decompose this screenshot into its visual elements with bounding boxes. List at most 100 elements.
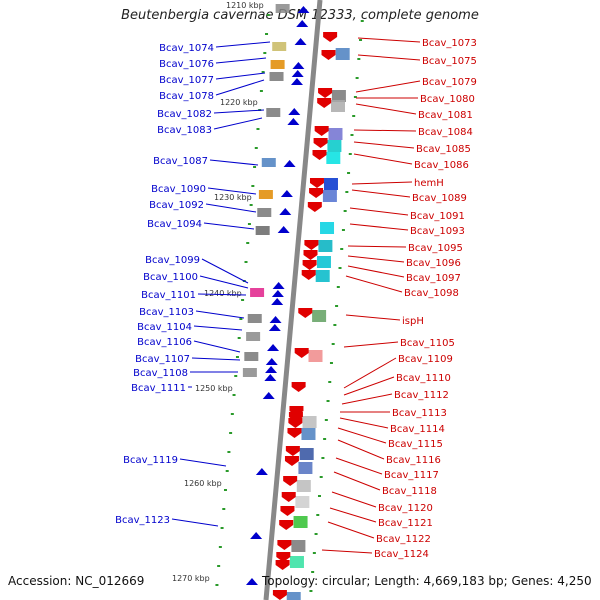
tick-mark xyxy=(311,571,315,573)
gene-label[interactable]: Bcav_1097 xyxy=(406,273,461,284)
gene-label[interactable]: Bcav_1112 xyxy=(394,390,449,401)
leader-line xyxy=(353,129,417,132)
gene-label[interactable]: Bcav_1121 xyxy=(378,518,433,529)
tick-mark xyxy=(350,134,354,136)
gene-label[interactable]: Bcav_1114 xyxy=(390,424,445,435)
strand-arrow xyxy=(294,348,309,358)
strand-arrow xyxy=(285,446,300,456)
gene-label[interactable]: Bcav_1110 xyxy=(396,373,451,384)
gene-label[interactable]: Bcav_1073 xyxy=(422,38,477,49)
gene-label[interactable]: Bcav_1113 xyxy=(392,408,447,419)
gene-label[interactable]: Bcav_1108 xyxy=(133,368,188,379)
gene-label[interactable]: Bcav_1094 xyxy=(147,219,202,230)
strand-arrow xyxy=(297,6,310,13)
tick-mark xyxy=(246,242,250,244)
tick-mark xyxy=(254,147,258,149)
gene-label[interactable]: Bcav_1092 xyxy=(149,200,204,211)
tick-mark xyxy=(352,115,356,117)
tick-mark xyxy=(265,33,269,35)
leader-line xyxy=(335,457,383,475)
gene-label[interactable]: Bcav_1103 xyxy=(139,307,194,318)
leader-line xyxy=(215,72,266,80)
gene-label[interactable]: Bcav_1077 xyxy=(159,75,214,86)
feature-block xyxy=(320,222,335,234)
gene-label[interactable]: Bcav_1123 xyxy=(115,515,170,526)
strand-arrow xyxy=(271,290,284,297)
backbone xyxy=(263,0,323,600)
leader-line xyxy=(171,518,219,527)
tick-mark xyxy=(253,166,257,168)
gene-label[interactable]: Bcav_1093 xyxy=(410,226,465,237)
gene-label[interactable]: Bcav_1116 xyxy=(386,455,441,466)
kbp-label: 1270 kbp xyxy=(172,574,210,583)
gene-label[interactable]: Bcav_1074 xyxy=(159,43,214,54)
leader-line xyxy=(355,80,421,93)
gene-label[interactable]: Bcav_1105 xyxy=(400,338,455,349)
leader-line xyxy=(339,417,389,429)
gene-label[interactable]: Bcav_1087 xyxy=(153,156,208,167)
gene-label[interactable]: Bcav_1099 xyxy=(145,255,200,266)
gene-label[interactable]: Bcav_1091 xyxy=(410,211,465,222)
leader-line xyxy=(349,223,409,231)
gene-label[interactable]: Bcav_1118 xyxy=(382,486,437,497)
gene-label[interactable]: hemH xyxy=(414,178,444,189)
feature-block xyxy=(312,310,327,322)
feature-block xyxy=(291,540,306,552)
strand-arrow xyxy=(317,98,332,108)
gene-label[interactable]: Bcav_1109 xyxy=(398,354,453,365)
strand-arrow xyxy=(323,32,338,42)
gene-label[interactable]: Bcav_1096 xyxy=(406,258,461,269)
feature-block xyxy=(270,60,285,69)
gene-label[interactable]: Bcav_1075 xyxy=(422,56,477,67)
gene-label[interactable]: Bcav_1122 xyxy=(376,534,431,545)
gene-label[interactable]: Bcav_1080 xyxy=(420,94,475,105)
gene-label[interactable]: Bcav_1111 xyxy=(131,383,186,394)
gene-label[interactable]: Bcav_1089 xyxy=(412,193,467,204)
strand-arrow xyxy=(301,270,316,280)
gene-label[interactable]: Bcav_1076 xyxy=(159,59,214,70)
gene-label[interactable]: Bcav_1106 xyxy=(137,337,192,348)
gene-label[interactable]: Bcav_1104 xyxy=(137,322,192,333)
gene-label[interactable]: Bcav_1090 xyxy=(151,184,206,195)
gene-label[interactable]: Bcav_1101 xyxy=(141,290,196,301)
strand-arrow xyxy=(265,366,278,373)
leader-line xyxy=(355,103,417,115)
gene-label[interactable]: Bcav_1081 xyxy=(418,110,473,121)
leader-line xyxy=(199,275,249,289)
strand-arrow xyxy=(255,468,268,475)
gene-label[interactable]: Bcav_1115 xyxy=(388,439,443,450)
gene-label[interactable]: Bcav_1120 xyxy=(378,503,433,514)
gene-label[interactable]: Bcav_1117 xyxy=(384,470,439,481)
gene-label[interactable]: Bcav_1098 xyxy=(404,288,459,299)
gene-label[interactable]: Bcav_1083 xyxy=(157,125,212,136)
kbp-scale: 1210 kbp 1220 kbp 1230 kbp 1240 kbp 1250… xyxy=(172,1,264,583)
tick-mark xyxy=(355,77,359,79)
gene-label[interactable]: Bcav_1100 xyxy=(143,272,198,283)
left-gene-labels: Bcav_1074 Bcav_1076 Bcav_1077 Bcav_1078 … xyxy=(115,41,271,527)
tick-mark xyxy=(347,172,351,174)
tick-mark xyxy=(316,514,320,516)
gene-label[interactable]: Bcav_1124 xyxy=(374,549,429,560)
feature-block xyxy=(296,480,311,492)
gene-label[interactable]: Bcav_1082 xyxy=(157,109,212,120)
feature-block xyxy=(301,428,316,440)
tick-mark xyxy=(333,324,337,326)
gene-label[interactable]: Bcav_1079 xyxy=(422,77,477,88)
gene-label[interactable]: Bcav_1095 xyxy=(408,243,463,254)
leader-line xyxy=(357,54,421,61)
gene-label[interactable]: Bcav_1085 xyxy=(416,144,471,155)
gene-label[interactable]: Bcav_1119 xyxy=(123,455,178,466)
gene-label[interactable]: Bcav_1107 xyxy=(135,354,190,365)
leader-line xyxy=(321,549,373,554)
feature-block xyxy=(258,190,273,199)
gene-label[interactable]: Bcav_1078 xyxy=(159,91,214,102)
strand-arrow xyxy=(314,126,329,136)
gene-label[interactable]: Bcav_1086 xyxy=(414,160,469,171)
feature-block xyxy=(323,178,338,190)
strand-arrow xyxy=(288,418,303,428)
tick-mark xyxy=(217,565,221,567)
gene-label[interactable]: ispH xyxy=(402,316,424,327)
gene-label[interactable]: Bcav_1084 xyxy=(418,127,473,138)
leader-line xyxy=(349,207,409,216)
